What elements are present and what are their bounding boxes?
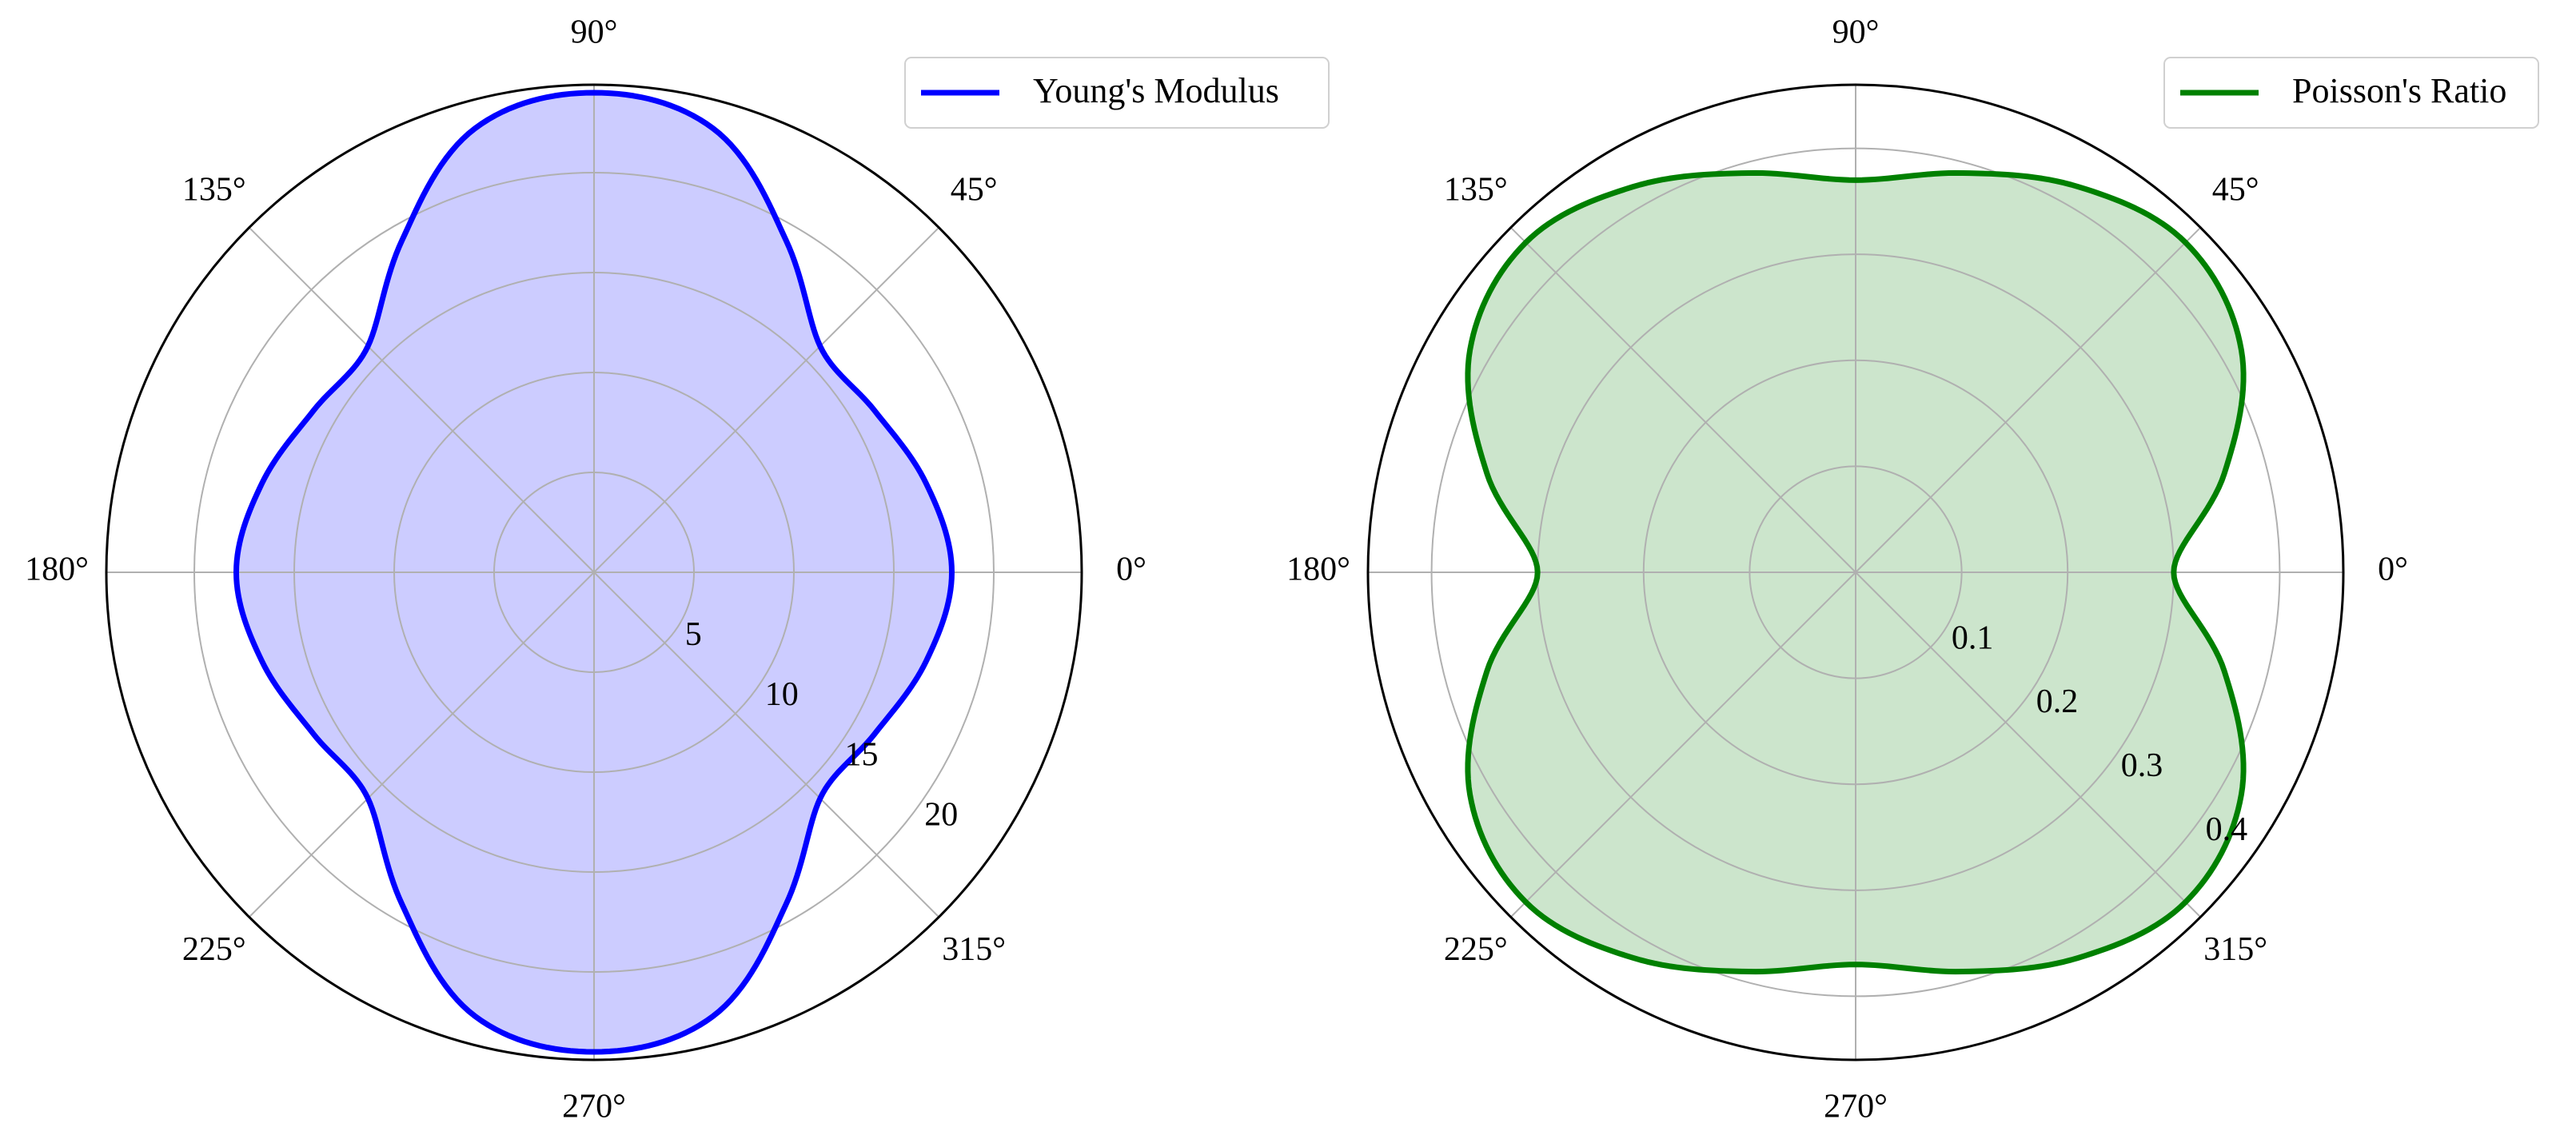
angular-grid-line	[1855, 226, 2202, 573]
angle-tick-label: 315°	[942, 931, 1006, 968]
radial-tick-label: 0.3	[2121, 747, 2163, 784]
angle-tick-label: 135°	[1444, 171, 1508, 208]
angular-grid-line	[248, 226, 595, 573]
legend-frame	[904, 57, 1330, 129]
angle-tick-label: 45°	[2212, 171, 2259, 208]
angular-grid-line	[248, 572, 595, 918]
angle-tick-label: 0°	[2378, 552, 2408, 588]
angle-tick-label: 180°	[1286, 552, 1350, 588]
angular-grid-line	[1855, 572, 2202, 918]
angular-grid-line	[593, 572, 940, 918]
angle-tick-label: 225°	[1444, 931, 1508, 968]
legend: Poisson's Ratio	[2163, 57, 2539, 129]
radial-tick-label: 0.4	[2206, 811, 2248, 848]
angle-tick-label: 225°	[182, 931, 246, 968]
legend: Young's Modulus	[904, 57, 1330, 129]
angle-tick-label: 270°	[1824, 1089, 1888, 1125]
angular-grid-line	[1509, 226, 1856, 573]
radial-tick-label: 20	[924, 797, 958, 834]
radial-tick-label: 5	[685, 616, 702, 653]
legend-frame	[2163, 57, 2539, 129]
angular-grid-line	[1509, 572, 1856, 918]
angle-tick-label: 45°	[951, 171, 998, 208]
angle-tick-label: 315°	[2203, 931, 2267, 968]
youngs-modulus-polar-chart: 5 10 15 20 0° 45° 90° 135° 180° 225° 270° 315° Young…	[25, 14, 1330, 1125]
legend-label: Young's Modulus	[1033, 71, 1279, 110]
radial-tick-label: 0.2	[2036, 683, 2079, 720]
angle-tick-label: 270°	[562, 1089, 626, 1125]
radial-tick-label: 10	[765, 676, 799, 713]
angle-tick-label: 90°	[1832, 14, 1880, 51]
angle-tick-label: 180°	[25, 552, 89, 588]
polar-spine	[105, 83, 1083, 1061]
legend-label: Poisson's Ratio	[2292, 71, 2506, 110]
angular-grid-line	[593, 226, 940, 573]
poissons-ratio-polar-chart: 0.1 0.2 0.3 0.4 0° 45° 90° 135° 180° 225° 270° 315°…	[1286, 14, 2539, 1125]
radial-tick-label: 0.1	[1952, 619, 1994, 656]
polar-spine	[1366, 83, 2345, 1061]
angle-tick-label: 90°	[571, 14, 618, 51]
series-line-0	[233, 90, 955, 1055]
angle-tick-label: 0°	[1116, 552, 1146, 588]
radial-tick-label: 15	[845, 736, 879, 773]
angle-tick-label: 135°	[182, 171, 246, 208]
series-line-0	[1465, 169, 2247, 975]
